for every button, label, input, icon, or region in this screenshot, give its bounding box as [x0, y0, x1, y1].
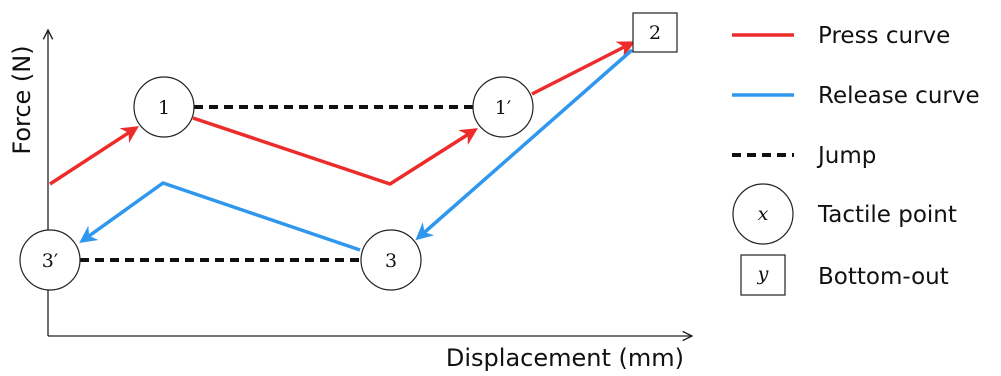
- legend-release-label: Release curve: [818, 83, 980, 109]
- legend-item-press: Press curve: [732, 23, 950, 49]
- tactile-point-3-prime-label: 3′: [42, 250, 58, 272]
- legend: Press curve Release curve Jump x Tactile…: [732, 23, 980, 296]
- y-axis-label: Force (N): [8, 45, 36, 154]
- legend-bottom-symbol: y: [757, 263, 769, 285]
- tactile-point-3: 3: [360, 229, 422, 291]
- x-axis-label: Displacement (mm): [446, 344, 684, 372]
- tactile-point-1-label: 1: [158, 97, 170, 119]
- press-segment-end: [531, 41, 636, 96]
- tactile-point-3-label: 3: [385, 250, 397, 272]
- bottom-out-point-2: 2: [632, 12, 678, 53]
- tactile-point-1: 1: [133, 76, 195, 138]
- tactile-point-1-prime: 1′: [472, 76, 534, 138]
- tactile-point-1-prime-label: 1′: [495, 97, 511, 119]
- tactile-point-3-prime: 3′: [19, 229, 81, 291]
- legend-item-release: Release curve: [732, 83, 980, 109]
- press-segment-start: [49, 126, 139, 186]
- legend-tactile-label: Tactile point: [817, 202, 957, 228]
- release-segment-second: [79, 181, 361, 252]
- legend-item-tactile: x Tactile point: [732, 183, 957, 245]
- legend-bottom-label: Bottom-out: [818, 264, 949, 290]
- legend-press-label: Press curve: [818, 23, 950, 49]
- legend-item-jump: Jump: [732, 143, 876, 169]
- legend-item-bottom: y Bottom-out: [740, 254, 949, 296]
- legend-bottom-swatch: [740, 254, 786, 296]
- press-segment-middle: [192, 116, 478, 186]
- legend-tactile-swatch: [732, 183, 794, 245]
- release-segment-first: [415, 48, 634, 241]
- legend-tactile-symbol: x: [758, 203, 769, 225]
- legend-jump-label: Jump: [816, 143, 876, 169]
- bottom-out-point-2-label: 2: [649, 22, 661, 44]
